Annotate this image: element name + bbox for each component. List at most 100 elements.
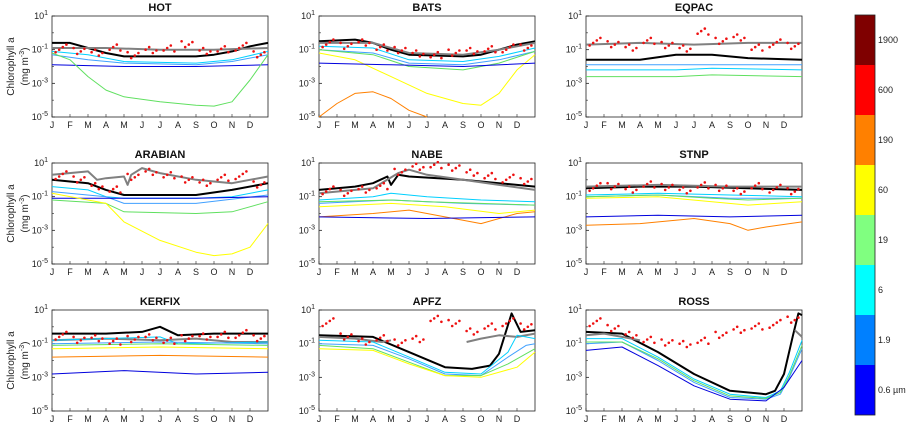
observation-point	[588, 44, 591, 47]
observation-point	[793, 190, 797, 193]
observation-point	[649, 36, 653, 40]
x-tick-label: S	[193, 120, 199, 130]
y-tick-label: 101	[301, 157, 315, 168]
colorbar-segment	[855, 365, 875, 415]
observation-point	[476, 330, 479, 334]
series-line	[319, 41, 536, 56]
observation-point	[328, 187, 332, 191]
series-line	[51, 50, 269, 64]
y-tick-label: 10-1	[299, 338, 315, 349]
x-tick-label: J	[425, 120, 430, 130]
observation-point	[259, 337, 263, 340]
x-tick-label: A	[637, 120, 643, 130]
x-tick-label: N	[763, 120, 770, 130]
observation-point	[753, 45, 757, 49]
y-tick-label: 10-3	[566, 224, 582, 235]
observation-point	[429, 319, 432, 323]
observation-point	[133, 176, 137, 179]
observation-point	[735, 33, 739, 36]
observation-point	[245, 170, 248, 173]
observation-point	[436, 50, 440, 54]
y-tick-label: 10-5	[32, 405, 48, 416]
observation-point	[183, 181, 187, 184]
observation-point	[725, 184, 728, 187]
y-tick-label: 10-5	[299, 111, 315, 122]
y-tick-label: 10-1	[299, 44, 315, 55]
y-tick-label: 10-1	[299, 191, 315, 202]
x-tick-label: M	[654, 414, 662, 424]
observation-point	[458, 319, 461, 323]
series-line	[585, 194, 803, 201]
colorbar-label: 600	[878, 85, 893, 95]
colorbar-segment	[855, 15, 875, 65]
observation-point	[653, 42, 656, 46]
x-tick-label: J	[584, 267, 589, 277]
observation-point	[119, 49, 122, 52]
observation-point	[396, 173, 400, 177]
observation-point	[404, 339, 407, 342]
observation-point	[429, 165, 432, 169]
observation-point	[129, 178, 133, 182]
observation-point	[386, 49, 389, 52]
observation-point	[378, 45, 382, 49]
observation-point	[689, 47, 692, 51]
observation-point	[97, 54, 101, 57]
observation-point	[252, 180, 255, 183]
colorbar-frame	[854, 14, 876, 416]
observation-point	[663, 344, 667, 347]
x-tick-label: O	[477, 414, 484, 424]
observation-point	[339, 332, 342, 335]
y-axis-labels: Chlorophyll a (mg m-3)Chlorophyll a (mg m-…	[6, 37, 31, 390]
observation-point	[169, 44, 173, 47]
observation-point	[483, 176, 486, 180]
observation-point	[183, 45, 187, 49]
y-tick-label: 101	[568, 304, 582, 315]
observation-point	[252, 334, 255, 337]
x-tick-label: J	[584, 414, 589, 424]
series-line	[318, 192, 536, 203]
observation-point	[645, 182, 649, 186]
observation-point	[483, 327, 486, 330]
series-line	[585, 218, 803, 231]
observation-point	[234, 336, 237, 340]
observation-point	[144, 48, 147, 51]
y-tick-label: 10-3	[299, 224, 315, 235]
observation-point	[660, 182, 663, 186]
observation-point	[332, 317, 335, 320]
observation-point	[255, 186, 259, 189]
observation-point	[187, 178, 191, 182]
observation-point	[216, 50, 219, 53]
observation-point	[617, 40, 620, 44]
x-tick-label: O	[744, 267, 751, 277]
x-tick-label: F	[334, 414, 340, 424]
observation-point	[241, 44, 245, 47]
observation-point	[613, 327, 617, 330]
observation-point	[458, 164, 461, 167]
observation-point	[671, 183, 674, 187]
series-line	[318, 216, 536, 219]
observation-point	[526, 325, 530, 329]
series-line	[585, 183, 802, 188]
observation-point	[757, 322, 761, 325]
observation-point	[721, 40, 725, 43]
y-tick-label: 10-1	[566, 338, 582, 349]
colorbar-label: 0.6 µm	[878, 385, 906, 395]
observation-point	[761, 328, 764, 331]
observation-point	[169, 336, 173, 340]
plot-area	[51, 309, 269, 412]
observation-point	[699, 339, 703, 342]
series-line	[318, 52, 536, 106]
observation-point	[386, 339, 389, 343]
observation-point	[61, 333, 65, 336]
series-line	[585, 41, 802, 46]
x-tick-label: M	[618, 414, 626, 424]
observation-point	[61, 45, 65, 49]
observation-point	[725, 331, 728, 335]
observation-point	[681, 339, 685, 343]
observation-point	[187, 337, 191, 340]
x-tick-label: O	[744, 414, 751, 424]
observation-point	[357, 339, 360, 343]
observation-point	[501, 181, 504, 184]
